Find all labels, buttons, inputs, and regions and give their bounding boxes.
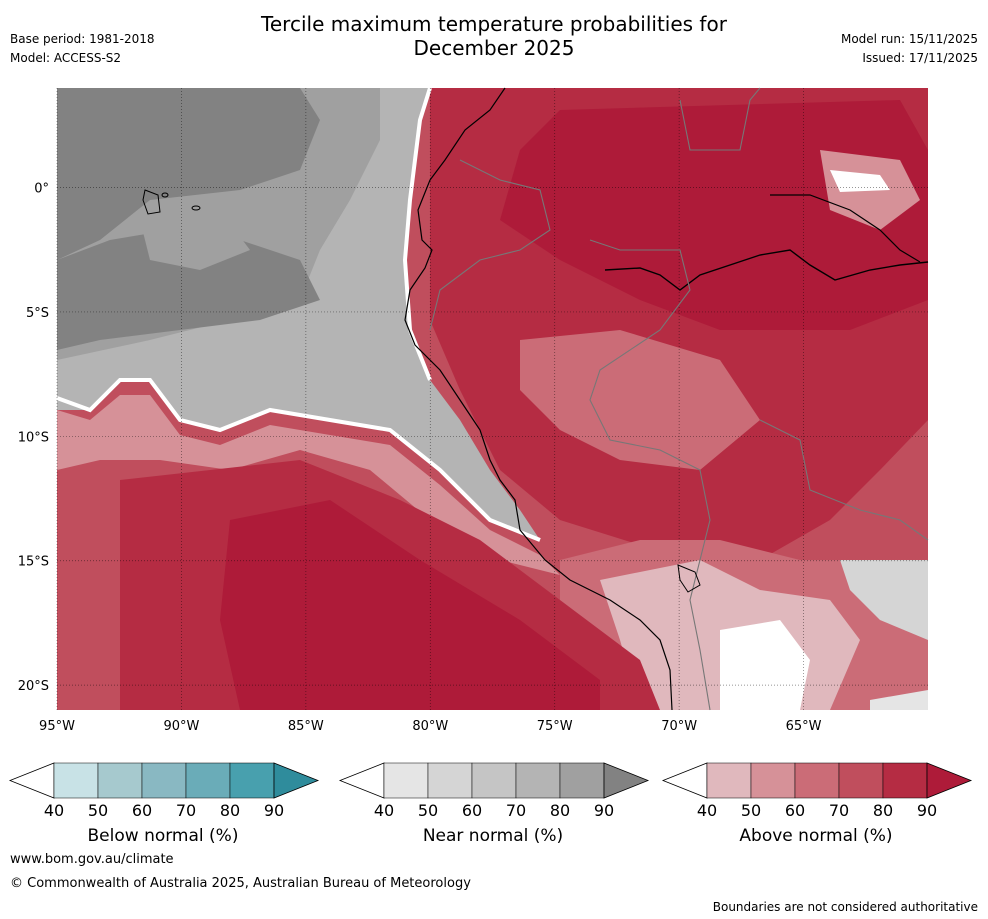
colorbar-tick-label: 40 [374, 801, 394, 820]
colorbar-segment [706, 762, 752, 799]
colorbar-tick-label: 40 [44, 801, 64, 820]
land-white-patch-north [830, 170, 890, 192]
ocean-darkest-gray-region [57, 88, 320, 260]
website-link[interactable]: www.bom.gov.au/climate [10, 852, 174, 867]
border-colombia [679, 87, 761, 151]
colorbar-tick-label: 70 [829, 801, 849, 820]
disclaimer-text: Boundaries are not considered authoritat… [712, 900, 978, 914]
galapagos-islet-east [191, 205, 201, 211]
south-ocean-darkest-red [220, 500, 600, 710]
issued-text: Issued: 17/11/2025 [862, 51, 978, 65]
colorbar-tick-label: 50 [88, 801, 108, 820]
colorbar-tick-label: 90 [917, 801, 937, 820]
colorbar-tick-label: 70 [176, 801, 196, 820]
colorbar-left-extension [8, 762, 55, 799]
longitude-label: 80°W [412, 719, 448, 734]
south-land-white-patch [720, 620, 810, 710]
colorbar-segment [794, 762, 840, 799]
colorbar-segment [750, 762, 796, 799]
latitude-label: 20°S [18, 679, 49, 694]
near-normal-label: Near normal (%) [422, 826, 564, 846]
lake-titicaca [677, 564, 701, 593]
colorbar: 40 50 60 70 80 90 [338, 762, 650, 820]
colorbar-tick-label: 60 [132, 801, 152, 820]
colorbar-segment [471, 762, 517, 799]
latitude-label: 10°S [18, 430, 49, 445]
ocean-light-red-band [57, 395, 560, 575]
colorbar: 40 50 60 70 80 90 [661, 762, 973, 820]
latitude-label: 5°S [26, 306, 49, 321]
title-line-1: Tercile maximum temperature probabilitie… [261, 12, 727, 36]
longitude-label: 90°W [163, 719, 199, 734]
colorbar-segment [383, 762, 429, 799]
tributary-river [770, 194, 921, 263]
colorbar-segment [97, 762, 143, 799]
colorbar-segment [229, 762, 275, 799]
longitude-label: 70°W [661, 719, 697, 734]
colorbar-segment [141, 762, 187, 799]
galapagos-gray-patch [140, 210, 250, 270]
colorbar-tick-label: 70 [506, 801, 526, 820]
colorbar-right-extension [273, 762, 320, 799]
galapagos-islet [161, 192, 169, 198]
colorbar-segment [838, 762, 884, 799]
longitude-label: 75°W [537, 719, 573, 734]
colorbar-tick-label: 90 [264, 801, 284, 820]
colorbar-segment [559, 762, 605, 799]
land-darkest-red-region [500, 100, 928, 330]
ocean-dark-gray-band [57, 230, 320, 350]
colorbar-left-extension [661, 762, 708, 799]
latitude-label: 15°S [18, 555, 49, 570]
amazon-river [604, 249, 929, 291]
colorbar-right-extension [926, 762, 973, 799]
colorbar-tick-label: 80 [873, 801, 893, 820]
colorbar-segment [882, 762, 928, 799]
gridlines [56, 88, 928, 710]
galapagos-island [142, 189, 161, 215]
colorbar-segment [515, 762, 561, 799]
colorbar-tick-label: 80 [550, 801, 570, 820]
above-normal-label: Above normal (%) [739, 826, 893, 846]
colorbars: 40 50 60 70 80 90 40 50 60 70 80 90 40 50 60 70 80 90 [8, 762, 973, 820]
model-run-text: Model run: 15/11/2025 [840, 32, 978, 46]
axis-labels: 95°W 90°W 85°W 80°W 75°W 70°W 65°W 0° 5°S 10°S 15°… [18, 182, 822, 734]
base-period-text: Base period: 1981-2018 [10, 32, 155, 46]
colorbar-tick-label: 80 [220, 801, 240, 820]
colorbar-tick-label: 60 [785, 801, 805, 820]
land-medium-red-patch [520, 330, 760, 470]
colorbar-tick-label: 60 [462, 801, 482, 820]
latitude-label: 0° [34, 182, 49, 197]
map-title: Tercile maximum temperature probabilitie… [0, 12, 988, 60]
map-fill-layer [57, 88, 928, 710]
colorbar-tick-label: 50 [741, 801, 761, 820]
coastline [404, 87, 673, 711]
longitude-label: 65°W [786, 719, 822, 734]
border-ecuador-peru [429, 159, 551, 331]
colorbar-tick-label: 50 [418, 801, 438, 820]
copyright-text: © Commonwealth of Australia 2025, Austra… [10, 876, 471, 891]
colorbar-tick-label: 40 [697, 801, 717, 820]
colorbar: 40 50 60 70 80 90 [8, 762, 320, 820]
below-normal-label: Below normal (%) [87, 826, 239, 846]
border-bolivia-brazil [759, 419, 929, 541]
title-line-2: December 2025 [413, 36, 575, 60]
southeast-near-normal-patch [840, 560, 928, 640]
colorbar-segment [427, 762, 473, 799]
southeast-gray-strip [870, 690, 928, 710]
border-peru-brazil-bolivia [589, 239, 711, 711]
near-normal-boundary [57, 378, 541, 542]
colorbar-segment [185, 762, 231, 799]
colorbar-left-extension [338, 762, 385, 799]
coastal-boundary-north [402, 88, 432, 381]
longitude-label: 95°W [39, 719, 75, 734]
model-text: Model: ACCESS-S2 [10, 51, 122, 65]
longitude-label: 85°W [288, 719, 324, 734]
colorbar-segment [53, 762, 99, 799]
colorbar-tick-label: 90 [594, 801, 614, 820]
colorbar-right-extension [603, 762, 650, 799]
